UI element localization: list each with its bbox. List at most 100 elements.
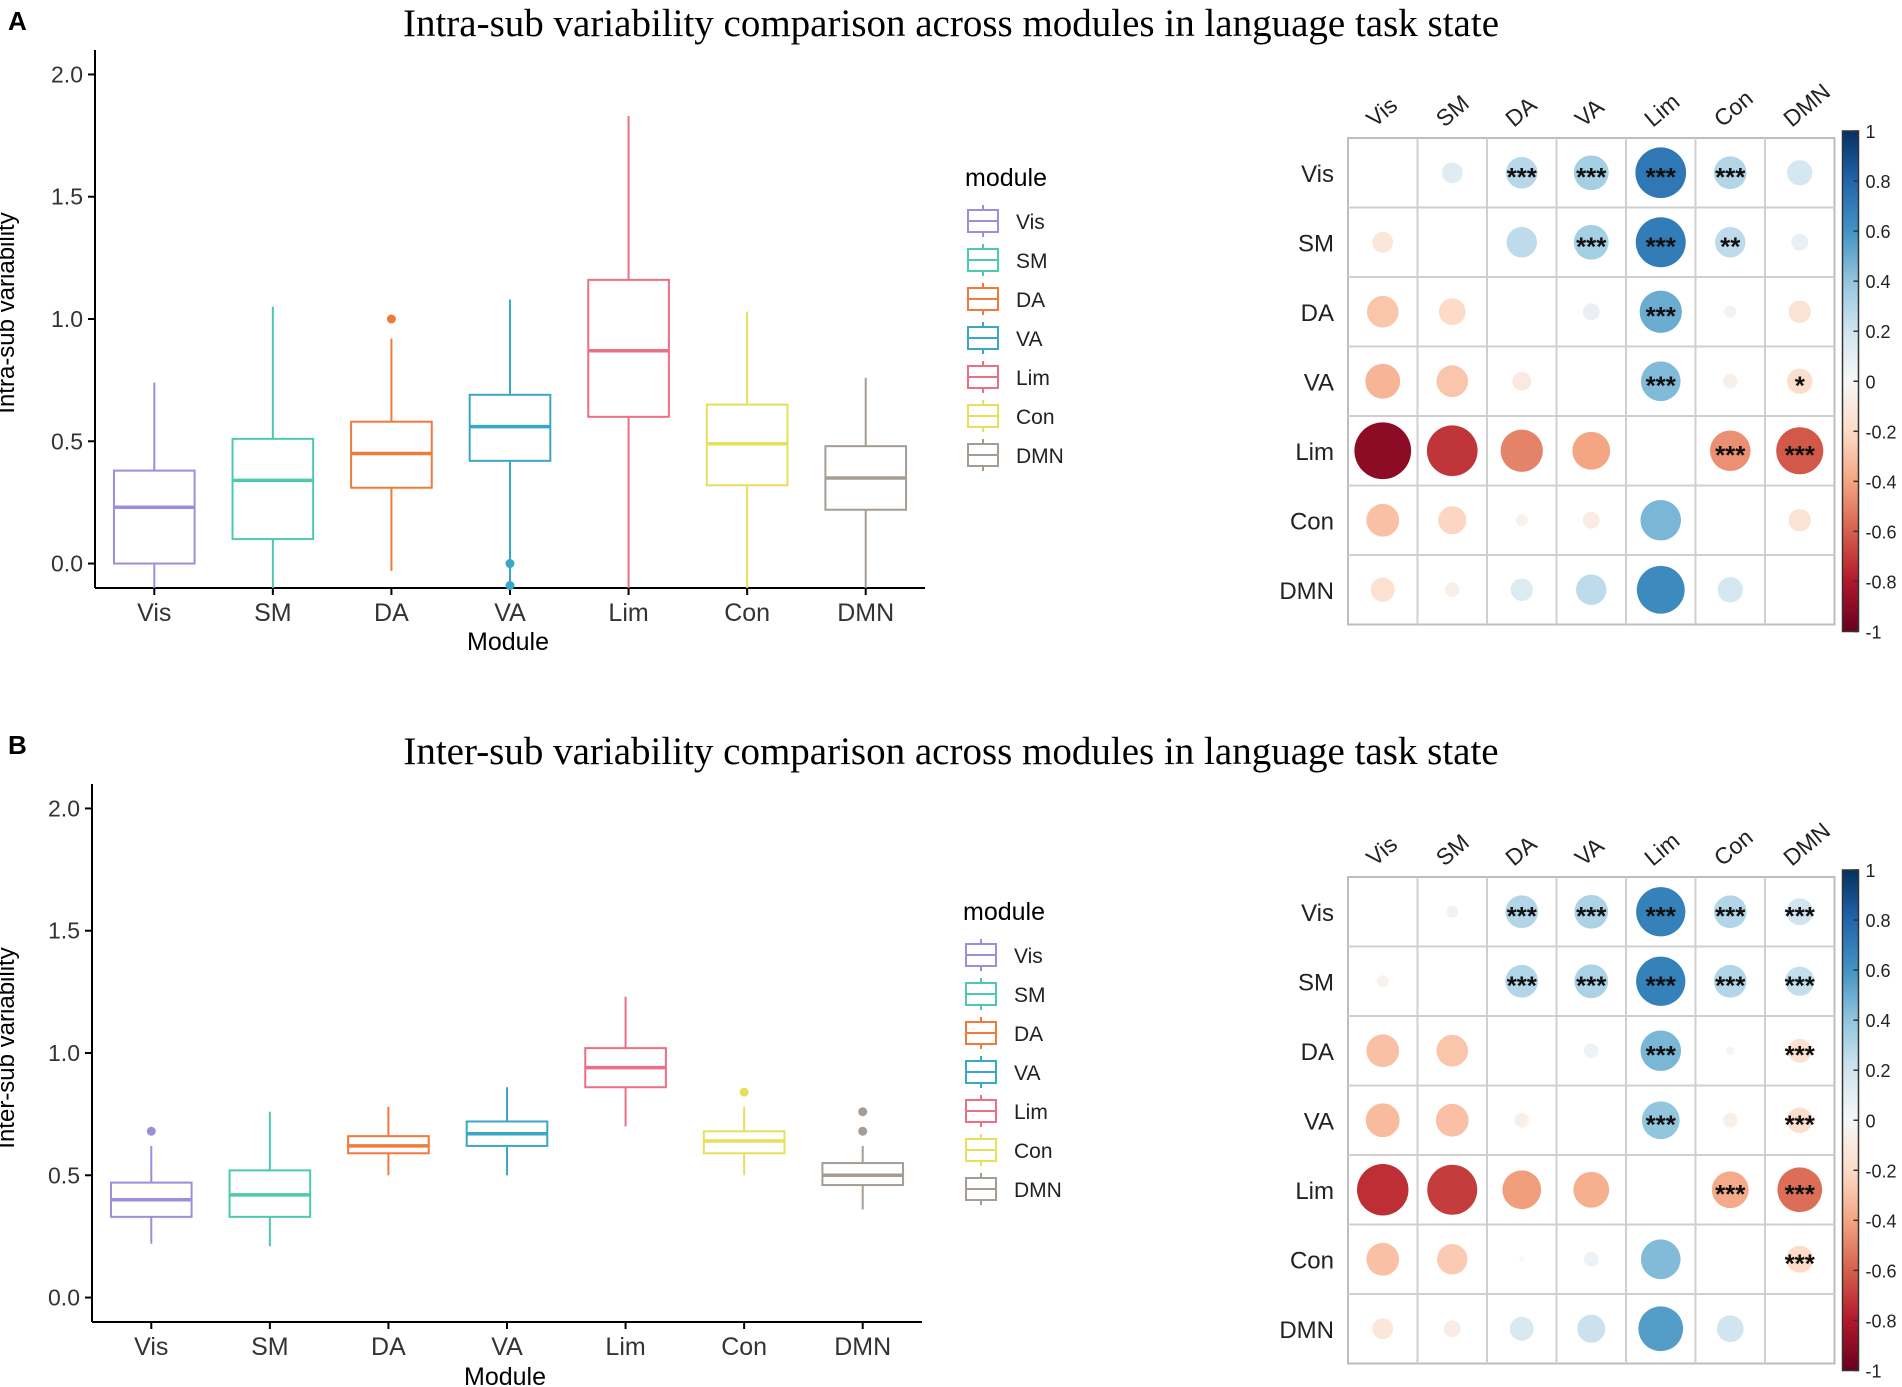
corr-circle <box>1438 298 1466 326</box>
significance-mark: *** <box>1646 301 1677 331</box>
box-sm <box>231 437 315 541</box>
corr-circle <box>1713 964 1747 998</box>
legend-label: DA <box>1014 1023 1043 1046</box>
significance-mark: *** <box>1715 901 1746 931</box>
significance-mark: *** <box>1785 1109 1816 1139</box>
corr-circle <box>1576 574 1607 605</box>
corr-circle <box>1372 231 1394 253</box>
corr-circle <box>1376 975 1389 988</box>
column-label: Con <box>1709 85 1758 132</box>
significance-mark: *** <box>1785 440 1816 470</box>
legend-title: module <box>963 898 1045 926</box>
corr-circle <box>1640 1030 1682 1072</box>
panel-label-a: A <box>8 6 27 36</box>
column-label: Vis <box>1361 92 1402 132</box>
corr-circle <box>1512 371 1532 391</box>
x-tick-label: VA <box>494 599 526 627</box>
legend-label: VA <box>1014 1062 1040 1085</box>
y-tick-label: 2.0 <box>48 795 80 821</box>
corr-circle <box>1500 429 1543 472</box>
y-tick-label: 1.0 <box>48 1040 80 1066</box>
corr-circle <box>1787 1107 1813 1133</box>
grid-border <box>1347 876 1836 1365</box>
corr-circle <box>1635 147 1687 199</box>
outlier-point <box>386 314 396 324</box>
significance-mark: *** <box>1785 1040 1816 1070</box>
corr-circle <box>1787 160 1813 186</box>
corr-circle <box>1641 1101 1680 1140</box>
corr-circle <box>1574 964 1609 999</box>
panel-a-boxplot: Intra-sub variability Module module 0.0 0… <box>0 50 1064 656</box>
colorbar-tick-label: -0.8 <box>1866 572 1897 592</box>
column-label: SM <box>1431 829 1474 871</box>
corr-circle <box>1787 1038 1812 1063</box>
corr-circle <box>1636 887 1686 937</box>
colorbar-tick-label: -1 <box>1866 623 1882 643</box>
x-tick-label: DMN <box>834 1333 891 1361</box>
significance-mark: *** <box>1507 901 1538 931</box>
outlier-point <box>858 1126 868 1136</box>
outlier-point <box>739 1087 749 1097</box>
corr-circle <box>1505 895 1539 929</box>
corr-circle <box>1726 1046 1735 1055</box>
x-tick-label: Lim <box>605 1333 645 1361</box>
colorbar-tick-label: 0.2 <box>1866 322 1891 342</box>
x-tick-label: SM <box>254 599 292 627</box>
row-label: Lim <box>1295 1178 1334 1205</box>
column-label: Con <box>1709 824 1758 871</box>
corr-circle <box>1786 1245 1814 1273</box>
row-label: Vis <box>1301 161 1334 188</box>
significance-mark: *** <box>1646 970 1677 1000</box>
corr-circle <box>1573 155 1609 191</box>
corr-circle <box>1370 577 1395 602</box>
corr-circle <box>1515 514 1528 527</box>
row-label: DMN <box>1279 1317 1334 1344</box>
colorbar-tick-label: 0.8 <box>1866 911 1891 931</box>
column-label: Lim <box>1639 88 1684 132</box>
corr-circle <box>1635 217 1686 268</box>
corr-circle <box>1713 895 1747 929</box>
corr-circle <box>1640 499 1682 541</box>
corr-circle <box>1366 1242 1400 1276</box>
corr-circle <box>1436 365 1469 398</box>
colorbar-tick-label: -0.6 <box>1866 1261 1897 1281</box>
corr-circle <box>1573 1171 1610 1208</box>
corr-circle <box>1722 373 1738 389</box>
significance-mark: *** <box>1646 1040 1677 1070</box>
significance-mark: *** <box>1646 1109 1677 1139</box>
box-vis <box>112 469 196 565</box>
colorbar-tick-label: 0.2 <box>1866 1061 1891 1081</box>
y-tick-label: 0.5 <box>51 428 83 454</box>
significance-mark: *** <box>1576 970 1607 1000</box>
colorbar-tick-label: -0.6 <box>1866 522 1897 542</box>
x-tick-label: SM <box>251 1333 289 1361</box>
corr-circle <box>1713 156 1747 190</box>
corr-circle <box>1506 227 1537 258</box>
row-label: Vis <box>1301 900 1334 927</box>
colorbar-tick-label: 0 <box>1866 1111 1876 1131</box>
corr-circle <box>1717 577 1743 603</box>
y-tick-label: 2.0 <box>51 61 83 87</box>
corr-circle <box>1777 1167 1823 1213</box>
column-label: DA <box>1500 91 1542 132</box>
corr-circle <box>1716 1315 1744 1343</box>
corr-circle <box>1640 361 1681 402</box>
row-label: DA <box>1301 1039 1334 1066</box>
corr-circle <box>1711 1171 1749 1209</box>
significance-mark: *** <box>1715 970 1746 1000</box>
grid-border <box>1347 137 1836 626</box>
corr-circle <box>1514 1112 1530 1128</box>
x-tick-label: DA <box>371 1333 406 1361</box>
corr-circle <box>1785 966 1815 996</box>
corr-circle <box>1636 956 1686 1006</box>
legend-label: DMN <box>1016 445 1064 468</box>
corr-circle <box>1577 1314 1606 1343</box>
corr-circle <box>1791 233 1809 251</box>
corr-circle <box>1519 1256 1525 1262</box>
corr-circle <box>1640 1239 1681 1280</box>
corr-circle <box>1446 905 1459 918</box>
colorbar-tick-label: -0.2 <box>1866 422 1897 442</box>
colorbar-tick-label: 0.8 <box>1866 172 1891 192</box>
row-label: SM <box>1298 230 1334 257</box>
y-tick-label: 0.5 <box>48 1162 80 1188</box>
